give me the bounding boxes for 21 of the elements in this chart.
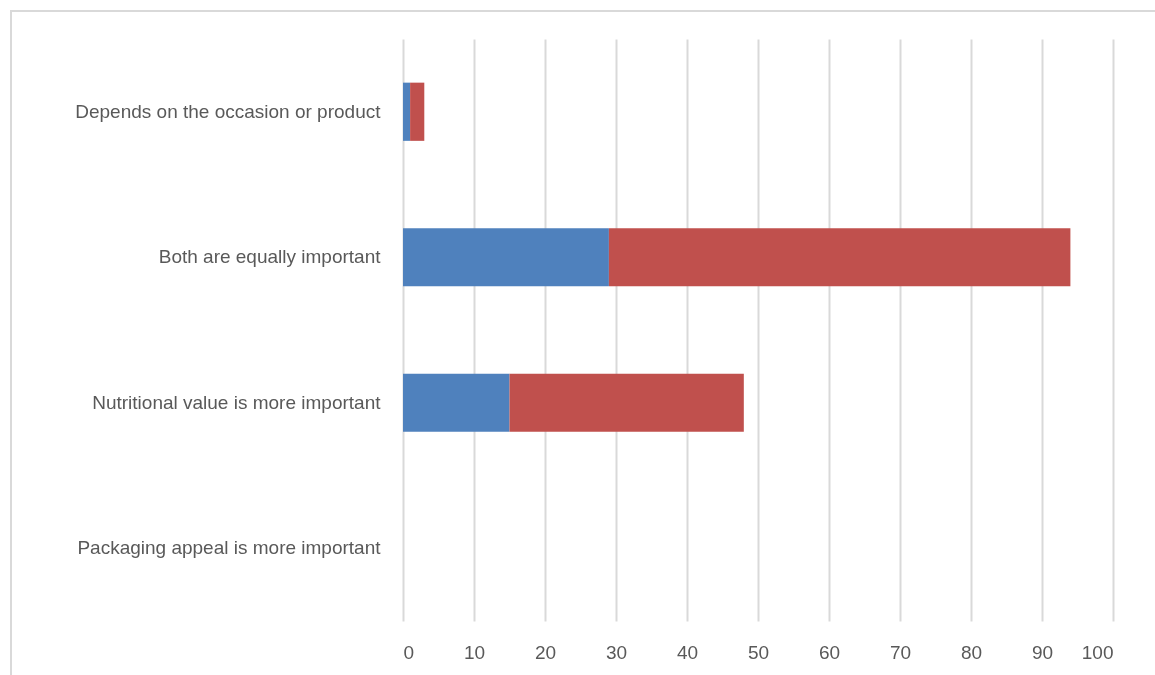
x-tick-label: 20	[534, 641, 557, 663]
y-tick-label: Depends on the occasion or product	[75, 100, 382, 122]
bar	[403, 82, 411, 141]
bar	[403, 228, 609, 287]
x-tick-label: 100	[1081, 641, 1114, 663]
x-tick-label: 60	[818, 641, 841, 663]
bar	[403, 373, 510, 432]
x-tick-label: 40	[676, 641, 699, 663]
x-tick-label: 0	[403, 641, 415, 663]
bar	[608, 228, 1071, 287]
y-tick-label: Nutritional value is more important	[92, 391, 382, 413]
y-tick-label: Both are equally important	[158, 246, 382, 268]
x-tick-label: 10	[463, 641, 486, 663]
x-tick-label: 50	[747, 641, 770, 663]
bar	[509, 373, 744, 432]
x-tick-label: 30	[605, 641, 628, 663]
x-tick-label: 90	[1031, 641, 1054, 663]
x-tick-label: 70	[889, 641, 912, 663]
x-tick-label: 80	[960, 641, 983, 663]
bar	[410, 82, 425, 141]
y-tick-label: Packaging appeal is more important	[77, 537, 382, 559]
